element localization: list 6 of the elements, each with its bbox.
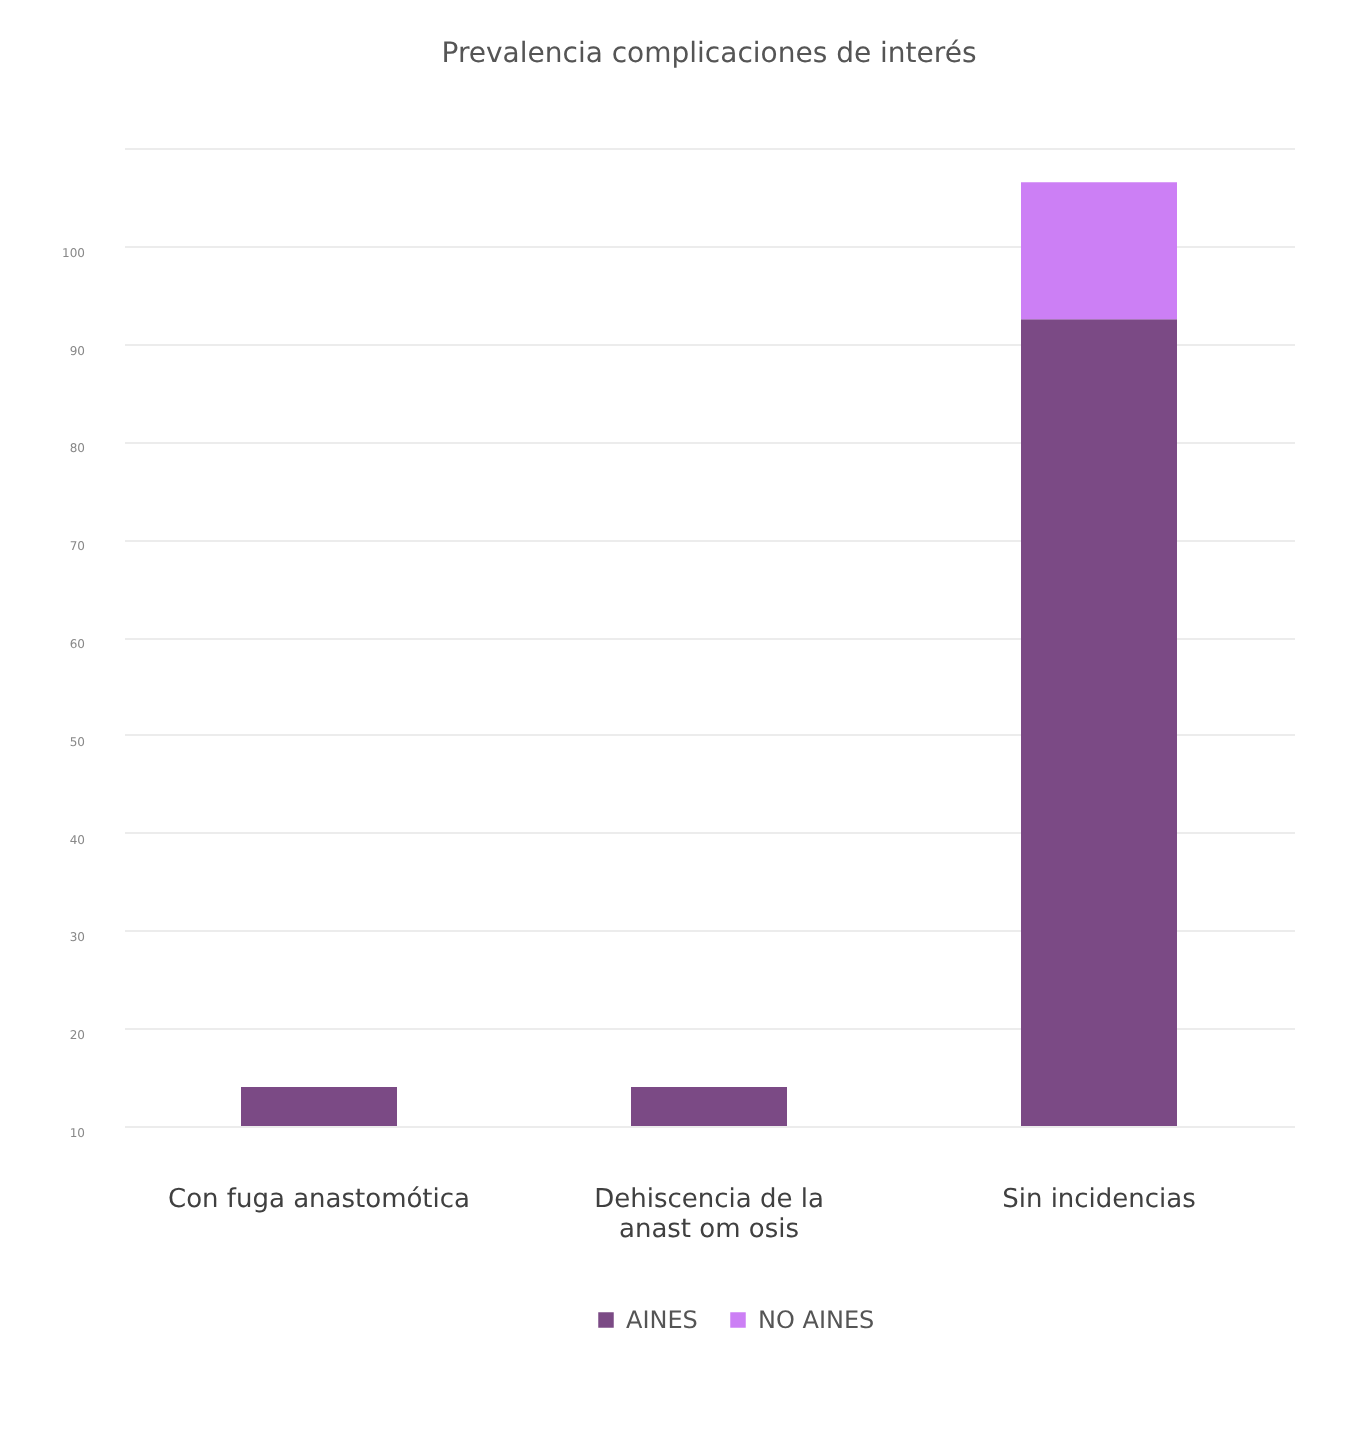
x-tick-label: Con fuga anastomótica (167, 1185, 471, 1215)
x-tick-label: Dehiscencia de la anast om osis (594, 1185, 824, 1245)
legend-label: AINES (626, 1306, 698, 1334)
legend-label: NO AINES (758, 1306, 875, 1334)
chart-title: Prevalencia complicaciones de interés (441, 38, 977, 70)
x-tick-label: Sin incidencias (1002, 1185, 1197, 1215)
